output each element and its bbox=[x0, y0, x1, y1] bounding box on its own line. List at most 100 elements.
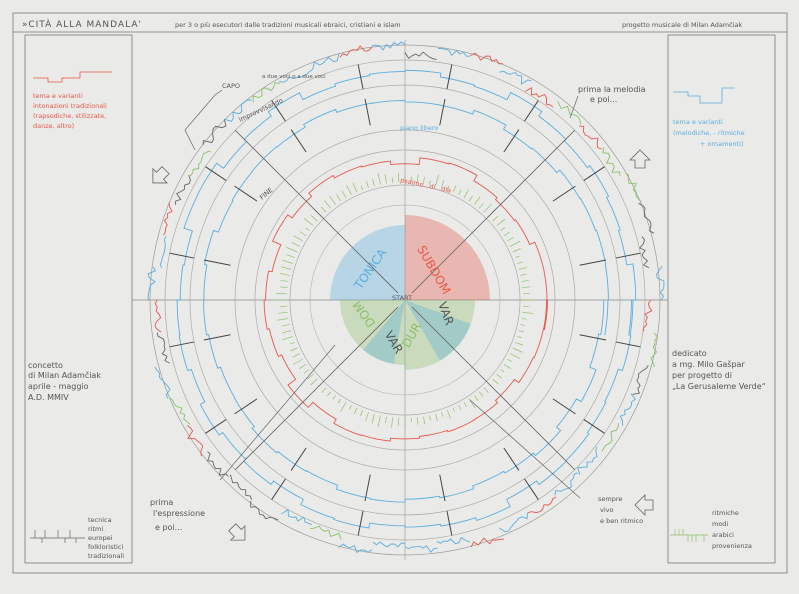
rhythm-tick bbox=[290, 341, 295, 345]
concept-note: concetto di Milan Adamčiak aprile - magg… bbox=[28, 361, 101, 402]
rhythm-tick bbox=[349, 404, 352, 410]
segment-divider bbox=[439, 474, 446, 502]
rhythm-tick bbox=[503, 231, 510, 237]
segment-divider bbox=[169, 252, 195, 259]
melody-segment bbox=[619, 393, 636, 426]
segment-divider bbox=[446, 64, 453, 90]
rhythm-tick bbox=[518, 330, 524, 333]
rhythm-tick bbox=[377, 415, 381, 427]
rhythm-tick bbox=[310, 215, 318, 222]
melody-segment bbox=[525, 87, 554, 108]
melody-segment bbox=[310, 53, 340, 72]
rhythm-tick bbox=[371, 413, 375, 424]
right-rhythm-motif bbox=[670, 529, 708, 542]
rhythm-tick bbox=[483, 387, 489, 394]
ring bbox=[189, 84, 621, 516]
rhythm-tick bbox=[512, 347, 523, 353]
rhythm-tick bbox=[500, 369, 505, 373]
svg-text:„La Gerusaleme Verde“: „La Gerusaleme Verde“ bbox=[672, 382, 766, 391]
segment-divider bbox=[615, 252, 641, 259]
rings bbox=[149, 44, 661, 556]
rhythm-tick bbox=[509, 353, 520, 359]
rhythm-tick bbox=[366, 181, 369, 188]
rhythm-tick bbox=[429, 180, 431, 185]
rhythm-tick bbox=[416, 417, 419, 425]
rhythm-tick bbox=[507, 358, 512, 362]
blue-stepped-ring bbox=[176, 69, 637, 529]
outer-melody-lines bbox=[147, 41, 665, 553]
segment-divider bbox=[271, 478, 286, 500]
melody-segment bbox=[154, 299, 162, 333]
segment-divider bbox=[579, 259, 607, 266]
melody-segment bbox=[579, 125, 602, 150]
var-sector bbox=[405, 300, 471, 361]
melody-segment bbox=[643, 299, 653, 332]
svg-text:+ ornamenti): + ornamenti) bbox=[700, 140, 744, 148]
melody-label-2: e poi... bbox=[590, 95, 617, 104]
segment-divider bbox=[579, 334, 607, 341]
svg-text:europei: europei bbox=[88, 534, 113, 542]
segment-divider bbox=[205, 419, 227, 434]
rhythm-tick bbox=[286, 254, 295, 259]
capo-label: CAPO bbox=[222, 82, 240, 90]
rhythm-tick bbox=[521, 280, 529, 282]
rhythm-tick bbox=[291, 241, 301, 247]
diagonal-spoke bbox=[235, 130, 399, 294]
two-voices-label: a due voci o a due voci bbox=[262, 74, 326, 80]
segment-divider bbox=[357, 510, 364, 536]
melody-segment bbox=[310, 525, 342, 540]
rhythm-tick bbox=[324, 200, 332, 209]
segment-divider bbox=[169, 341, 195, 348]
rhythm-tick bbox=[391, 177, 394, 183]
svg-text:tema e varianti: tema e varianti bbox=[33, 92, 83, 100]
segment-divider bbox=[552, 185, 576, 202]
segment-divider bbox=[446, 510, 453, 536]
melody-segment bbox=[470, 52, 503, 65]
rhythm-tick bbox=[280, 286, 288, 289]
rhythm-tick bbox=[282, 336, 293, 341]
rhythm-tick bbox=[474, 395, 479, 401]
rhythm-tick bbox=[441, 179, 445, 188]
rhythm-tick bbox=[509, 241, 521, 247]
segment-divider bbox=[583, 419, 605, 434]
segment-divider bbox=[205, 166, 227, 181]
rhythm-tick bbox=[352, 183, 358, 193]
svg-text:a mg. Milo Gašpar: a mg. Milo Gašpar bbox=[672, 359, 745, 369]
rhythm-tick bbox=[391, 417, 394, 428]
spokes bbox=[169, 64, 641, 536]
piano-libero-label: piano libero bbox=[400, 124, 438, 132]
melody-segment bbox=[371, 41, 406, 51]
svg-text:ritmi: ritmi bbox=[88, 525, 103, 533]
melody-segment bbox=[650, 332, 659, 367]
rhythm-tick bbox=[463, 402, 467, 407]
segment-divider bbox=[364, 474, 371, 502]
melody-segment bbox=[147, 266, 157, 301]
segment-divider bbox=[503, 129, 520, 153]
segment-divider bbox=[524, 478, 539, 500]
rhythm-tick bbox=[372, 178, 375, 187]
expression-label-2: l'espressione bbox=[153, 509, 205, 518]
svg-text:concetto: concetto bbox=[28, 361, 63, 370]
melody-segment bbox=[632, 364, 649, 395]
melody-segment bbox=[602, 147, 621, 176]
svg-text:A.D. MMIV: A.D. MMIV bbox=[28, 393, 69, 402]
rhythm-tick bbox=[423, 176, 425, 184]
melody-segment bbox=[224, 99, 252, 122]
annotation-arrows bbox=[184, 89, 581, 499]
rhythm-tick bbox=[492, 378, 499, 385]
rhythm-tick bbox=[429, 415, 431, 421]
rhythm-tick bbox=[365, 412, 369, 422]
diagonal-spoke bbox=[411, 306, 575, 470]
segment-divider bbox=[290, 447, 307, 471]
rhythm-tick bbox=[321, 387, 327, 393]
rhythm-tick bbox=[515, 341, 524, 346]
rhythm-tick bbox=[337, 398, 342, 404]
left-red-note: tema e varianti intonazioni tradizionali… bbox=[33, 92, 107, 130]
melody-label-1: prima la melodia bbox=[578, 85, 646, 94]
segment-divider bbox=[271, 100, 286, 122]
svg-text:arabici: arabici bbox=[712, 531, 734, 539]
segment-divider bbox=[203, 259, 231, 266]
rhythm-tick bbox=[281, 330, 292, 334]
segment-divider bbox=[524, 100, 539, 122]
